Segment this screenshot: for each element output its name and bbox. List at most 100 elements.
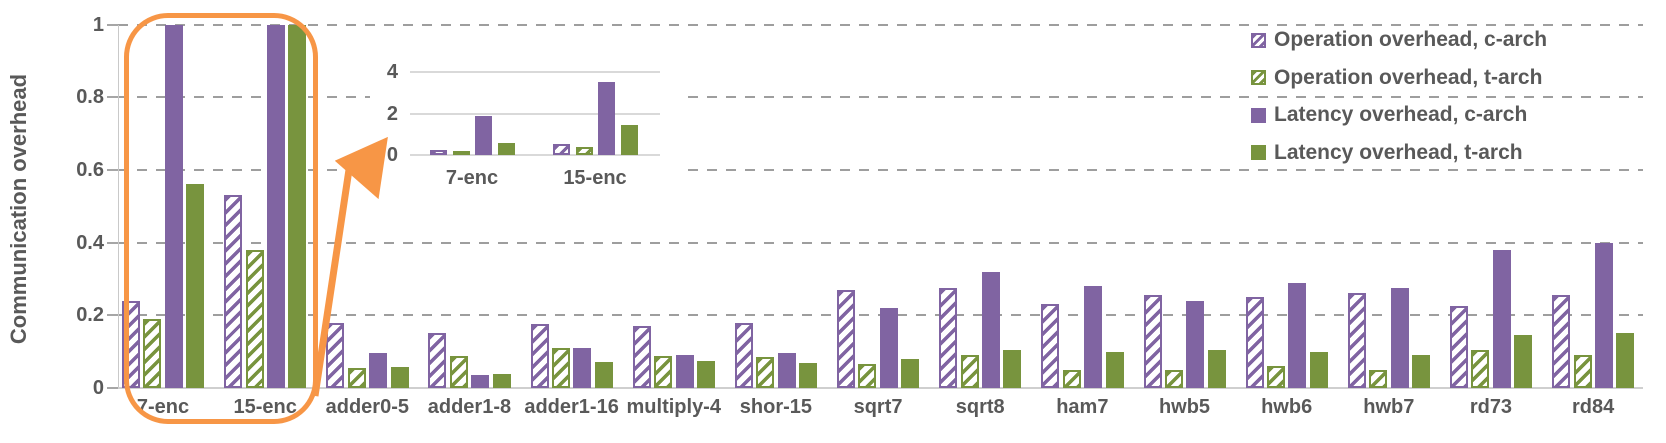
- bar-op-c-sqrt7: [837, 289, 856, 388]
- x-category-label-rd73: rd73: [1469, 396, 1513, 418]
- gridline-0.4: [118, 241, 1643, 244]
- bar-op-t-rd73: [1471, 349, 1490, 388]
- inset-gridline-4: [410, 71, 660, 73]
- bar-op-t-7-enc: [143, 318, 162, 388]
- x-axis-line: [118, 387, 1643, 389]
- bar-op-t-15-enc: [245, 249, 264, 388]
- x-category-label-adder0-5: adder0-5: [325, 396, 409, 418]
- bar-lat-t-hwb5: [1207, 349, 1226, 388]
- y-tick-label-0.8: 0.8: [76, 86, 104, 109]
- y-tick-mark-0.4: [107, 241, 118, 244]
- legend-marker-lat-c: [1251, 107, 1266, 123]
- bar-op-t-shor-15: [756, 356, 775, 388]
- bar-op-t-hwb5: [1164, 369, 1183, 388]
- bar-lat-c-adder0-5: [369, 353, 388, 388]
- bar-lat-c-rd84: [1594, 242, 1613, 388]
- y-tick-label-0.2: 0.2: [76, 304, 104, 327]
- legend-item-lat-c: Latency overhead, c-arch: [1251, 103, 1527, 126]
- bar-lat-t-adder1-8: [492, 374, 511, 388]
- bar-op-c-adder1-16: [530, 324, 549, 388]
- bar-lat-c-adder1-8: [471, 374, 490, 388]
- bar-lat-c-multiply-4: [675, 355, 694, 388]
- legend-item-op-c: Operation overhead, c-arch: [1251, 28, 1547, 51]
- legend-marker-op-c: [1251, 32, 1266, 48]
- bar-lat-c-sqrt8: [982, 271, 1000, 388]
- gridline-1: [118, 23, 1643, 26]
- bar-lat-c-adder1-16: [573, 348, 592, 388]
- bar-op-c-hwb7: [1347, 293, 1366, 388]
- x-category-label-hwb6: hwb6: [1261, 396, 1313, 418]
- bar-op-c-adder1-8: [428, 333, 447, 388]
- x-category-label-hwb7: hwb7: [1363, 396, 1415, 418]
- bar-lat-c-7-enc: [164, 24, 183, 388]
- bar-op-c-hwb5: [1143, 295, 1162, 388]
- bar-op-c-15-enc: [224, 195, 243, 388]
- bar-op-c-rd84: [1552, 295, 1571, 388]
- bar-op-t-hwb7: [1369, 369, 1388, 388]
- bar-op-t-adder0-5: [347, 368, 366, 388]
- x-category-label-adder1-8: adder1-8: [427, 396, 512, 418]
- bar-lat-t-sqrt7: [901, 358, 920, 388]
- bar-op-c-multiply-4: [632, 326, 651, 388]
- bar-lat-c-sqrt7: [879, 308, 898, 388]
- bar-op-t-ham7: [1062, 369, 1081, 388]
- legend-label-lat-t: Latency overhead, t-arch: [1274, 140, 1523, 164]
- bar-op-t-sqrt8: [960, 355, 979, 388]
- y-tick-mark-0.8: [107, 96, 118, 99]
- y-tick-mark-0.6: [107, 168, 118, 171]
- bar-lat-t-adder0-5: [390, 367, 409, 388]
- bar-lat-c-rd73: [1492, 249, 1511, 388]
- inset-bar-op-t-7-enc: [452, 151, 470, 156]
- bar-op-t-hwb6: [1267, 366, 1286, 388]
- bar-lat-c-15-enc: [266, 24, 285, 388]
- inset-bar-op-t-15-enc: [575, 147, 593, 155]
- x-category-label-shor-15: shor-15: [739, 396, 813, 418]
- legend-label-op-t: Operation overhead, t-arch: [1274, 65, 1543, 89]
- inset-bar-lat-t-15-enc: [620, 124, 638, 155]
- bar-op-c-ham7: [1041, 304, 1060, 388]
- bar-op-t-sqrt7: [858, 364, 877, 388]
- bar-lat-t-sqrt8: [1003, 349, 1022, 388]
- bar-lat-t-hwb6: [1309, 352, 1328, 388]
- bar-lat-c-hwb6: [1288, 282, 1307, 388]
- bar-lat-t-7-enc: [186, 184, 205, 388]
- y-axis-title: Communication overhead: [6, 73, 31, 345]
- inset-bar-lat-c-7-enc: [475, 115, 492, 155]
- inset-gridline-2: [410, 112, 660, 115]
- y-tick-label-0.6: 0.6: [76, 158, 104, 181]
- inset-x-category-label-15-enc: 15-enc: [563, 167, 627, 189]
- bar-lat-c-hwb5: [1186, 300, 1205, 388]
- bar-lat-t-ham7: [1105, 351, 1124, 388]
- y-tick-label-0.4: 0.4: [76, 231, 104, 254]
- legend-item-lat-t: Latency overhead, t-arch: [1251, 140, 1523, 164]
- inset-gridline-0: [410, 154, 660, 156]
- bar-lat-c-ham7: [1084, 286, 1103, 388]
- y-tick-mark-0.2: [107, 314, 118, 317]
- inset-y-tick-label-2: 2: [386, 102, 398, 125]
- x-category-label-sqrt8: sqrt8: [955, 396, 1005, 418]
- highlight-rect: [124, 13, 318, 424]
- y-tick-label-1: 1: [92, 13, 104, 36]
- inset-x-category-label-7-enc: 7-enc: [445, 167, 499, 189]
- x-category-label-ham7: ham7: [1056, 396, 1109, 418]
- legend-marker-lat-t: [1251, 145, 1266, 160]
- x-category-label-hwb5: hwb5: [1158, 396, 1211, 418]
- inset-bar-lat-c-15-enc: [598, 82, 615, 155]
- bar-op-c-adder0-5: [326, 322, 345, 388]
- x-category-label-multiply-4: multiply-4: [626, 396, 721, 418]
- bar-lat-c-shor-15: [777, 352, 796, 388]
- inset-y-tick-label-0: 0: [386, 144, 398, 166]
- bar-op-c-hwb6: [1245, 297, 1264, 388]
- bar-op-t-rd84: [1573, 355, 1592, 388]
- legend-marker-op-t: [1251, 70, 1266, 85]
- x-category-label-adder1-16: adder1-16: [524, 396, 619, 418]
- inset-bar-op-c-15-enc: [553, 144, 570, 155]
- bar-lat-t-shor-15: [799, 362, 818, 388]
- inset-y-tick-label-4: 4: [386, 61, 398, 83]
- y-axis-line: [118, 24, 119, 388]
- bar-op-t-multiply-4: [654, 356, 673, 388]
- bar-op-t-adder1-16: [552, 348, 570, 388]
- bar-op-t-adder1-8: [449, 356, 468, 388]
- bar-op-c-shor-15: [734, 322, 753, 388]
